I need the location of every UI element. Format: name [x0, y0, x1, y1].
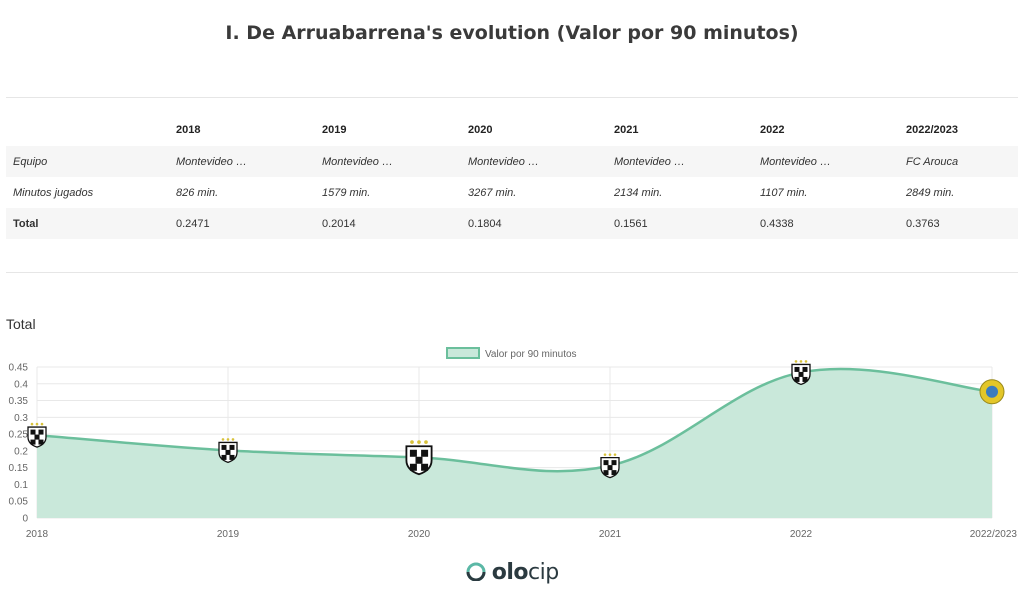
table-cell: Montevideo … — [322, 146, 468, 177]
legend-swatch — [446, 347, 480, 359]
evolution-chart: 0 0.05 0.1 0.15 0.2 0.25 0.3 0.35 0.4 0.45 2018 201… — [9, 347, 1018, 540]
row-label: Total — [6, 208, 176, 239]
stats-table: 2018 2019 2020 2021 2022 2022/2023 Equip… — [6, 114, 1018, 239]
x-tick-label: 2022/2023 — [970, 529, 1018, 540]
table-cell: 0.2014 — [322, 208, 468, 239]
y-tick-label: 0.35 — [9, 396, 29, 407]
table-cell: 2849 min. — [906, 186, 955, 199]
table-cell: 1107 min. — [760, 186, 808, 199]
y-tick-label: 0 — [22, 514, 28, 525]
table-cell: 0.1804 — [468, 208, 614, 239]
table-cell: 0.4338 — [760, 208, 906, 239]
x-tick-label: 2021 — [599, 529, 622, 540]
series-line — [36, 367, 993, 473]
table-header-cell: 2020 — [468, 124, 493, 136]
table-header-row: 2018 2019 2020 2021 2022 2022/2023 — [6, 114, 1018, 146]
table-row-total: Total 0.2471 0.2014 0.1804 0.1561 0.4338… — [6, 208, 1018, 239]
brand-name-bold: olo — [491, 560, 529, 585]
x-tick-label: 2019 — [217, 529, 240, 540]
footer: olocip — [0, 560, 1024, 585]
table-cell: Montevideo … — [176, 146, 322, 177]
table-row-equipo: Equipo Montevideo … Montevideo … Montevi… — [6, 146, 1018, 177]
table-cell: 0.2471 — [176, 208, 322, 239]
data-point — [600, 453, 620, 479]
legend-label: Valor por 90 minutos — [485, 349, 577, 360]
table-header-cell — [6, 114, 176, 146]
table-header-cell: 2019 — [322, 124, 347, 136]
page-title: I. De Arruabarrena's evolution (Valor po… — [225, 22, 799, 44]
table-cell: 826 min. — [176, 186, 219, 199]
y-tick-label: 0.45 — [9, 363, 29, 374]
table-header-cell: 2021 — [614, 124, 639, 136]
data-point — [979, 379, 1005, 405]
data-point — [791, 360, 811, 386]
table-header-cell: 2022 — [760, 124, 785, 136]
y-tick-label: 0.4 — [14, 379, 28, 390]
data-point — [27, 422, 47, 448]
table-header-cell: 2022/2023 — [906, 124, 958, 136]
table-cell: Montevideo … — [760, 146, 906, 177]
y-tick-label: 0.25 — [9, 430, 29, 441]
data-point — [218, 438, 238, 464]
series-area — [37, 368, 992, 518]
row-label: Minutos jugados — [13, 186, 94, 199]
brand-logo-icon — [466, 562, 486, 582]
table-cell: 3267 min. — [468, 186, 517, 199]
table-cell: 0.3763 — [906, 208, 1018, 239]
y-tick-label: 0.2 — [14, 446, 28, 457]
table-cell: Montevideo … — [614, 146, 760, 177]
divider-bottom — [6, 272, 1018, 273]
y-tick-label: 0.15 — [9, 463, 29, 474]
y-tick-label: 0.1 — [14, 480, 28, 491]
table-cell: FC Arouca — [906, 146, 1018, 177]
table-cell: 1579 min. — [322, 186, 371, 199]
divider-top — [6, 97, 1018, 98]
x-tick-label: 2020 — [408, 529, 431, 540]
y-tick-label: 0.05 — [9, 497, 29, 508]
table-cell: 0.1561 — [614, 208, 760, 239]
x-tick-label: 2018 — [26, 529, 49, 540]
data-point — [405, 440, 433, 476]
table-header-cell: 2018 — [176, 124, 201, 136]
table-cell: 2134 min. — [614, 186, 663, 199]
x-tick-label: 2022 — [790, 529, 813, 540]
table-cell: Montevideo … — [468, 146, 614, 177]
brand-name-light: cip — [528, 560, 559, 585]
y-tick-label: 0.3 — [14, 413, 28, 424]
table-row-minutos: Minutos jugados 826 min. 1579 min. 3267 … — [6, 177, 1018, 208]
row-label: Equipo — [6, 146, 176, 177]
chart-section-label: Total — [6, 316, 36, 332]
